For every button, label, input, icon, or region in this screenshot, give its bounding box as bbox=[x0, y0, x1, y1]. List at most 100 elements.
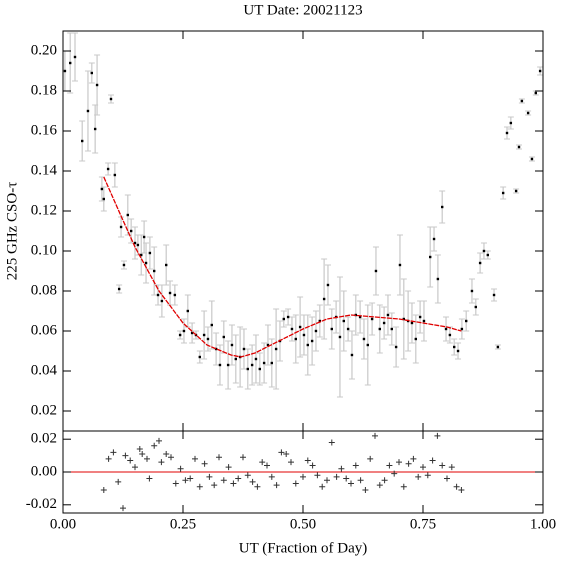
residual-point bbox=[288, 459, 294, 466]
residual-point bbox=[376, 482, 383, 489]
data-point bbox=[190, 331, 194, 335]
data-point bbox=[156, 293, 160, 297]
residual-point bbox=[158, 459, 165, 466]
data-point bbox=[318, 319, 321, 323]
data-point bbox=[350, 353, 354, 357]
residual-point bbox=[309, 462, 316, 469]
data-point bbox=[93, 127, 97, 131]
data-point bbox=[517, 145, 521, 149]
data-point bbox=[322, 297, 326, 301]
data-point bbox=[441, 205, 444, 209]
data-point bbox=[474, 305, 477, 309]
data-point bbox=[90, 71, 93, 75]
residual-point bbox=[381, 477, 388, 484]
data-point bbox=[362, 337, 366, 341]
data-point bbox=[113, 173, 117, 177]
data-point bbox=[102, 197, 105, 201]
residual-point bbox=[367, 455, 374, 462]
residual-point bbox=[177, 465, 184, 472]
y-tick-label: 0.06 bbox=[31, 322, 58, 338]
data-point bbox=[394, 345, 398, 349]
data-point bbox=[210, 323, 213, 327]
data-point bbox=[222, 335, 225, 339]
y-tick-label: 0.14 bbox=[31, 162, 58, 178]
data-point bbox=[422, 319, 426, 323]
residual-point bbox=[333, 473, 340, 480]
y-tick-label: 0.12 bbox=[31, 202, 57, 218]
residual-point bbox=[439, 462, 446, 469]
data-point bbox=[206, 337, 210, 341]
residual-point bbox=[110, 449, 117, 456]
residual-point bbox=[362, 487, 369, 494]
data-point bbox=[390, 327, 393, 331]
residual-point bbox=[324, 477, 330, 484]
residual-point bbox=[328, 439, 335, 446]
data-point bbox=[246, 367, 249, 371]
residual-point bbox=[146, 475, 153, 482]
residual-point bbox=[120, 505, 126, 512]
data-point bbox=[182, 329, 186, 333]
residual-point bbox=[429, 457, 436, 464]
residual-point bbox=[259, 459, 266, 466]
data-point bbox=[250, 363, 254, 367]
residual-point bbox=[151, 442, 158, 449]
chart-title: UT Date: 20021123 bbox=[243, 2, 362, 18]
data-point bbox=[258, 367, 261, 371]
data-point bbox=[410, 321, 414, 325]
residual-point bbox=[338, 465, 345, 472]
data-point bbox=[95, 83, 99, 87]
x-tick-label: 0.00 bbox=[50, 516, 76, 532]
data-point bbox=[358, 315, 362, 319]
data-point bbox=[478, 261, 482, 265]
data-point bbox=[160, 299, 164, 303]
data-point bbox=[274, 347, 278, 351]
residual-point bbox=[444, 475, 450, 482]
data-point bbox=[153, 269, 156, 273]
residual-point bbox=[201, 460, 208, 467]
residual-point bbox=[420, 464, 426, 471]
data-point bbox=[520, 99, 524, 103]
residual-plot bbox=[63, 432, 543, 512]
y-tick-label: 0.16 bbox=[31, 122, 58, 138]
data-point bbox=[165, 263, 168, 267]
data-point bbox=[492, 293, 496, 297]
data-point bbox=[69, 61, 72, 65]
data-point bbox=[106, 167, 110, 171]
residual-point bbox=[182, 477, 189, 484]
data-point bbox=[429, 255, 432, 259]
x-tick-label: 1.00 bbox=[530, 516, 556, 532]
x-tick-label: 0.50 bbox=[290, 516, 316, 532]
data-point bbox=[202, 333, 206, 337]
residual-point bbox=[268, 473, 275, 480]
data-point bbox=[129, 229, 133, 233]
data-point bbox=[136, 243, 140, 247]
data-point bbox=[142, 235, 146, 239]
residual-point bbox=[278, 449, 285, 456]
data-point bbox=[482, 249, 486, 253]
residual-point bbox=[357, 477, 364, 484]
data-point bbox=[366, 343, 369, 347]
y-tick-label: 0.02 bbox=[31, 431, 57, 447]
x-tick-label: 0.75 bbox=[410, 516, 436, 532]
y-axis-label: 225 GHz CSO-τ bbox=[4, 182, 20, 281]
residual-point bbox=[453, 483, 460, 490]
data-point bbox=[198, 355, 201, 359]
data-point bbox=[148, 251, 152, 255]
data-point bbox=[214, 347, 218, 351]
data-point bbox=[302, 333, 306, 337]
residual-point bbox=[225, 464, 232, 471]
data-point bbox=[234, 357, 237, 361]
residual-point bbox=[216, 454, 222, 461]
residual-point bbox=[244, 472, 251, 479]
residual-point bbox=[235, 475, 242, 482]
data-point bbox=[346, 327, 350, 331]
residual-point bbox=[424, 472, 431, 479]
data-point bbox=[530, 157, 534, 161]
data-point bbox=[262, 361, 266, 365]
x-axis-label: UT (Fraction of Day) bbox=[239, 540, 367, 556]
data-point bbox=[270, 361, 273, 365]
data-point bbox=[314, 329, 318, 333]
data-point bbox=[168, 291, 172, 295]
data-point bbox=[226, 363, 230, 367]
